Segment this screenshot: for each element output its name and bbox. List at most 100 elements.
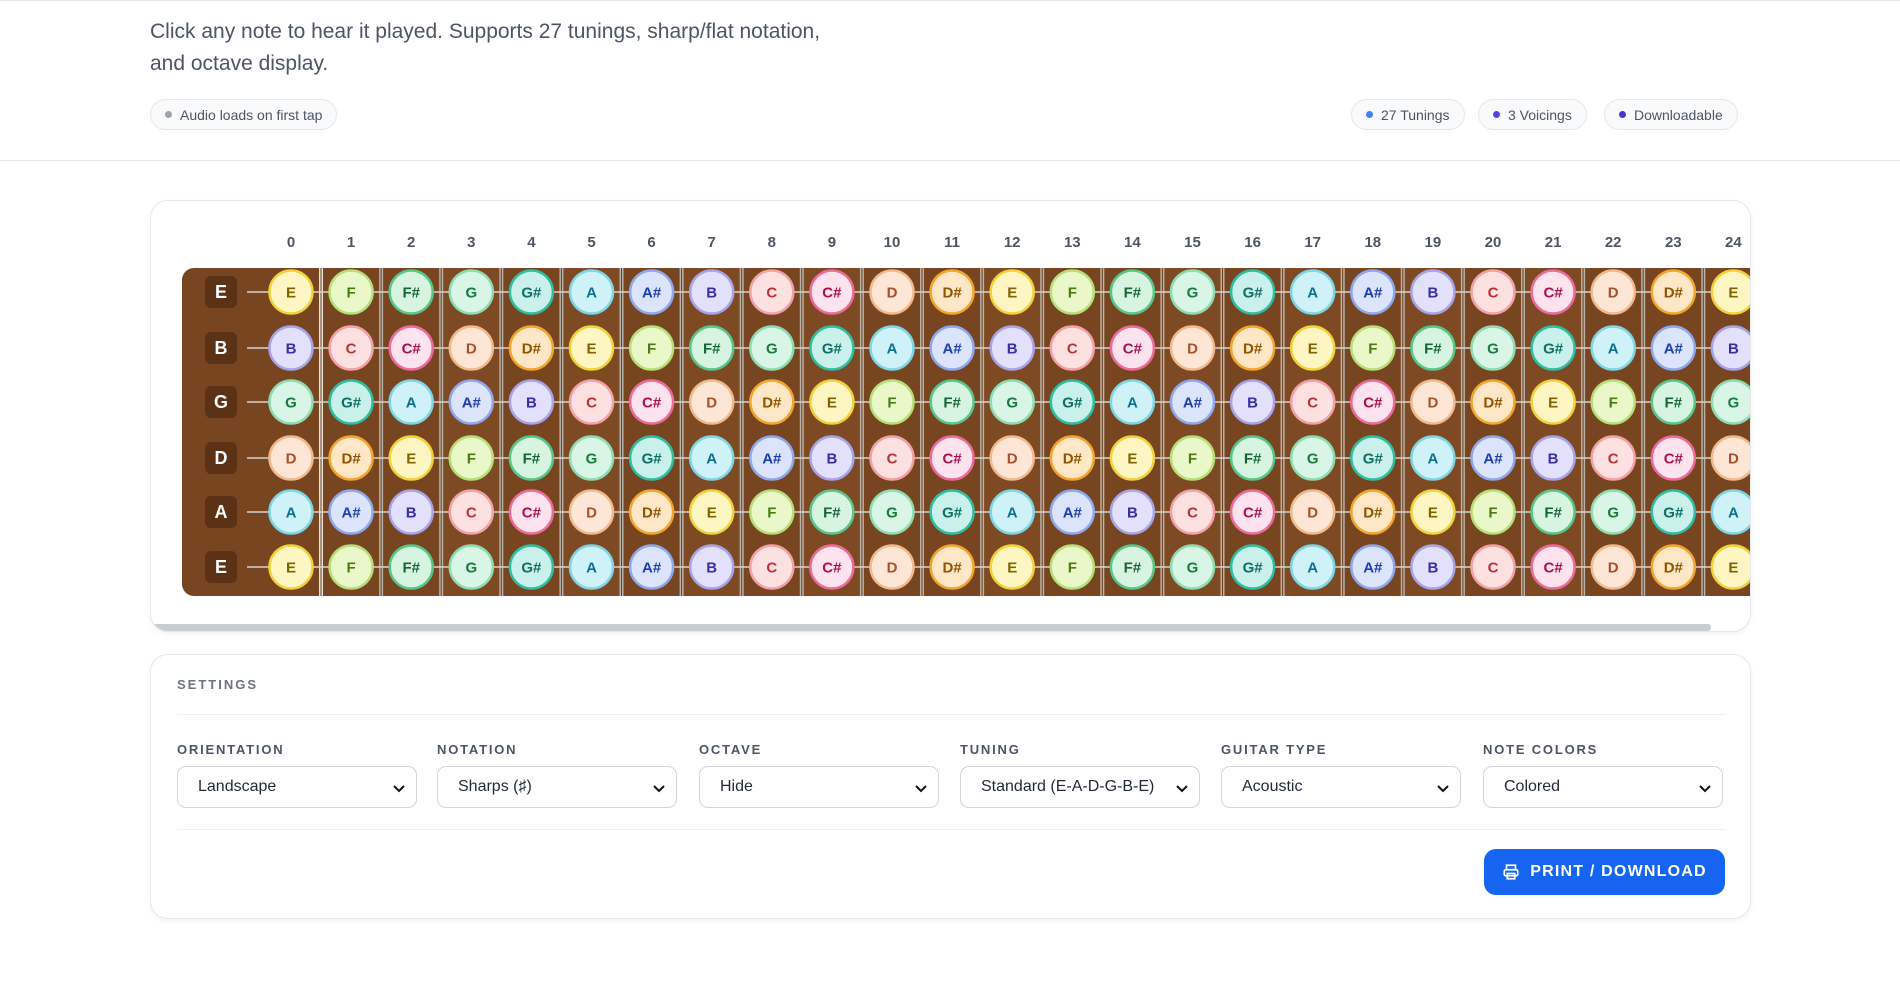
note-label[interactable]: G xyxy=(886,505,898,522)
note[interactable] xyxy=(1229,379,1276,425)
note-label[interactable]: A# xyxy=(462,395,482,412)
note[interactable] xyxy=(1470,544,1516,590)
select[interactable]: Colored xyxy=(1483,766,1723,808)
note[interactable] xyxy=(749,489,795,535)
note-label[interactable]: C# xyxy=(1544,285,1564,302)
note-label[interactable]: F# xyxy=(1665,395,1683,412)
note[interactable] xyxy=(1530,269,1576,315)
note-label[interactable]: D xyxy=(586,505,597,522)
note-label[interactable]: D xyxy=(1307,505,1318,522)
note-label[interactable]: D xyxy=(887,285,898,302)
note[interactable] xyxy=(388,325,434,371)
note[interactable] xyxy=(688,489,735,535)
note-label[interactable]: F xyxy=(767,505,776,522)
note-label[interactable]: D xyxy=(286,451,297,468)
note[interactable] xyxy=(688,544,735,590)
note-label[interactable]: D# xyxy=(342,451,362,468)
note[interactable] xyxy=(1350,379,1396,425)
note-label[interactable]: A xyxy=(286,505,297,522)
note[interactable] xyxy=(1350,325,1396,371)
note[interactable] xyxy=(1410,379,1456,425)
note[interactable] xyxy=(1229,544,1276,590)
note[interactable] xyxy=(929,379,975,425)
note-label[interactable]: E xyxy=(1007,285,1017,302)
note[interactable] xyxy=(1109,325,1156,371)
note[interactable] xyxy=(568,544,615,590)
note-label[interactable]: G xyxy=(1307,451,1319,468)
select[interactable]: Landscape xyxy=(177,766,417,808)
note[interactable] xyxy=(448,489,495,535)
note-label[interactable]: G# xyxy=(1062,395,1083,412)
note-label[interactable]: G# xyxy=(341,395,362,412)
note-label[interactable]: F xyxy=(1488,505,1497,522)
note-label[interactable]: A xyxy=(1427,451,1438,468)
note-label[interactable]: F# xyxy=(1244,451,1262,468)
note[interactable] xyxy=(809,269,855,315)
note-label[interactable]: C xyxy=(766,285,777,302)
note[interactable] xyxy=(1109,544,1156,590)
note[interactable] xyxy=(1049,269,1096,315)
note-label[interactable]: F# xyxy=(703,341,721,358)
note-label[interactable]: F# xyxy=(1124,560,1142,577)
note-label[interactable]: E xyxy=(286,285,296,302)
note[interactable] xyxy=(1049,544,1096,590)
note-label[interactable]: B xyxy=(286,341,297,358)
note-label[interactable]: G# xyxy=(822,341,843,358)
note[interactable] xyxy=(688,269,735,315)
note-label[interactable]: A xyxy=(1307,560,1318,577)
note[interactable] xyxy=(508,269,555,315)
note-label[interactable]: B xyxy=(1427,560,1438,577)
note[interactable] xyxy=(1049,435,1096,481)
note-label[interactable]: A xyxy=(406,395,417,412)
note-label[interactable]: E xyxy=(1007,560,1017,577)
note-label[interactable]: C xyxy=(1608,451,1619,468)
note[interactable] xyxy=(749,325,795,371)
note[interactable] xyxy=(1530,435,1576,481)
note-label[interactable]: C# xyxy=(943,451,963,468)
note[interactable] xyxy=(1289,269,1336,315)
note[interactable] xyxy=(1410,269,1456,315)
note-label[interactable]: A xyxy=(1127,395,1138,412)
note[interactable] xyxy=(628,269,675,315)
note[interactable] xyxy=(268,435,314,481)
note[interactable] xyxy=(809,435,855,481)
note-label[interactable]: C xyxy=(466,505,477,522)
note-label[interactable]: C# xyxy=(402,341,422,358)
note[interactable] xyxy=(568,435,615,481)
note[interactable] xyxy=(1710,435,1751,481)
note[interactable] xyxy=(268,269,314,315)
note[interactable] xyxy=(1049,379,1096,425)
note-label[interactable]: G# xyxy=(1243,285,1264,302)
note-label[interactable]: F xyxy=(1068,285,1077,302)
note[interactable] xyxy=(268,544,314,590)
note[interactable] xyxy=(1650,325,1697,371)
note-label[interactable]: E xyxy=(406,451,416,468)
note[interactable] xyxy=(749,544,795,590)
note[interactable] xyxy=(929,435,975,481)
note[interactable] xyxy=(1650,435,1697,481)
note[interactable] xyxy=(1350,489,1396,535)
note-label[interactable]: D# xyxy=(1063,451,1083,468)
note-label[interactable]: A xyxy=(1307,285,1318,302)
note[interactable] xyxy=(1169,544,1216,590)
note-label[interactable]: A# xyxy=(1483,451,1503,468)
note[interactable] xyxy=(448,325,495,371)
note[interactable] xyxy=(1109,435,1156,481)
note-label[interactable]: D xyxy=(466,341,477,358)
note-label[interactable]: G# xyxy=(521,560,542,577)
note[interactable] xyxy=(1590,325,1636,371)
note-label[interactable]: E xyxy=(1548,395,1558,412)
note[interactable] xyxy=(1710,325,1751,371)
note-label[interactable]: G# xyxy=(521,285,542,302)
note-label[interactable]: D# xyxy=(1664,560,1684,577)
note-label[interactable]: F xyxy=(887,395,896,412)
note[interactable] xyxy=(869,489,915,535)
note-label[interactable]: D# xyxy=(943,560,963,577)
note-label[interactable]: B xyxy=(1247,395,1258,412)
note-label[interactable]: G# xyxy=(642,451,663,468)
note-label[interactable]: C xyxy=(1067,341,1078,358)
note-label[interactable]: A# xyxy=(1363,560,1383,577)
note-label[interactable]: E xyxy=(586,341,596,358)
note[interactable] xyxy=(628,544,675,590)
note[interactable] xyxy=(268,379,314,425)
